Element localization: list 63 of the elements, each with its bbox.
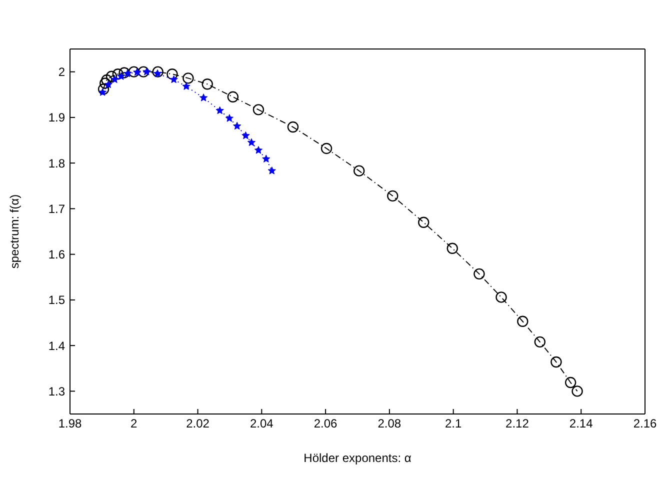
point [564,376,576,388]
point [142,68,151,76]
y-tick-label: 1.8 [48,156,66,170]
point [216,106,224,114]
point [227,91,239,103]
x-tick-label: 2 [130,416,138,431]
x-tick-label: 2.02 [186,416,210,431]
point [199,94,208,102]
point [254,146,263,154]
point [534,336,546,348]
y-tick-label: 1.7 [48,202,66,216]
x-tick-label: 2.08 [378,416,402,431]
x-tick-label: 2.06 [314,416,338,431]
x-tick-label: 2.14 [569,416,594,431]
point [202,78,213,90]
point [474,268,485,280]
point [446,242,458,254]
point [320,142,332,154]
point [517,316,528,327]
point [287,121,299,133]
point [496,292,507,303]
x-tick-label: 2.12 [506,416,530,431]
point [133,68,142,76]
point [166,68,178,80]
point [242,131,250,140]
point [182,82,190,90]
x-tick-label: 2.1 [444,416,462,431]
point [118,67,130,78]
point [117,72,126,80]
x-axis-title: Hölder exponents: α [304,451,412,465]
y-tick-label: 1.3 [48,384,66,398]
point [112,68,124,80]
point [550,356,562,368]
point [152,66,164,78]
point [138,66,150,78]
point [128,66,140,78]
point [247,138,256,146]
point [123,69,132,78]
x-tick-label: 2.04 [250,416,274,431]
point [106,70,118,82]
point [387,190,398,202]
x-tick-label: 2.16 [633,416,657,431]
point [572,386,583,397]
y-tick-label: 2 [58,65,66,80]
point [418,216,430,228]
point [153,69,162,78]
point [98,84,110,95]
point [100,78,111,89]
point [353,165,365,176]
point [262,154,270,162]
x-tick-label: 1.98 [58,416,82,431]
point [252,104,264,116]
point [268,166,276,174]
y-tick-label: 1.6 [48,248,66,262]
y-tick-label: 1.5 [48,293,66,308]
y-tick-label: 1.4 [48,338,66,353]
y-axis-title: spectrum: f(α) [7,194,22,269]
point [101,74,112,86]
point [182,72,194,84]
point [170,75,178,84]
point [225,114,234,122]
y-tick-label: 1.9 [48,110,66,125]
point [233,122,242,130]
